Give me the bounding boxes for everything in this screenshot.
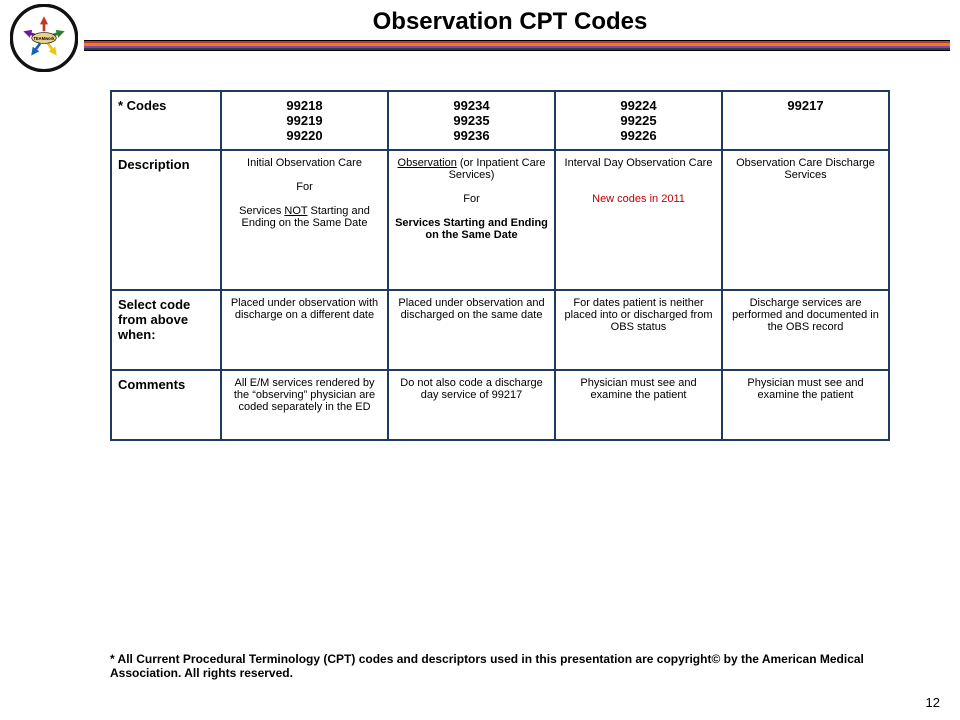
desc-c1-l3a: Services <box>239 205 284 217</box>
comments-col3: Physician must see and examine the patie… <box>555 370 722 440</box>
comments-col2: Do not also code a discharge day service… <box>388 370 555 440</box>
codes-col2: 99234 99235 99236 <box>388 91 555 150</box>
desc-col2: Observation (or Inpatient Care Services)… <box>388 150 555 290</box>
table-row-codes: * Codes 99218 99219 99220 99234 99235 99… <box>111 91 889 150</box>
select-col2: Placed under observation and discharged … <box>388 290 555 370</box>
table-row-select: Select code from above when: Placed unde… <box>111 290 889 370</box>
content-area: * Codes 99218 99219 99220 99234 99235 99… <box>110 90 890 441</box>
desc-c3-new: New codes in 2011 <box>592 193 685 205</box>
row-header-codes: * Codes <box>111 91 221 150</box>
desc-c1-not: NOT <box>284 205 307 217</box>
desc-c1-l2: For <box>296 181 313 193</box>
desc-col4: Observation Care Discharge Services <box>722 150 889 290</box>
desc-c2-u: Observation <box>398 157 457 169</box>
codes-col1: 99218 99219 99220 <box>221 91 388 150</box>
select-col4: Discharge services are performed and doc… <box>722 290 889 370</box>
desc-col1: Initial Observation Care For Services NO… <box>221 150 388 290</box>
row-header-comments: Comments <box>111 370 221 440</box>
page-number: 12 <box>926 695 940 710</box>
conference-logo: TEAMwork <box>10 4 78 72</box>
desc-c2-l2: For <box>463 193 480 205</box>
desc-c1-l1: Initial Observation Care <box>247 157 362 169</box>
header-stripe <box>84 40 950 51</box>
row-header-description: Description <box>111 150 221 290</box>
desc-c3-l1: Interval Day Observation Care <box>565 157 713 169</box>
comments-col4: Physician must see and examine the patie… <box>722 370 889 440</box>
row-header-select: Select code from above when: <box>111 290 221 370</box>
select-col3: For dates patient is neither placed into… <box>555 290 722 370</box>
footnote: * All Current Procedural Terminology (CP… <box>110 652 890 680</box>
codes-col4: 99217 <box>722 91 889 150</box>
comments-col1: All E/M services rendered by the “observ… <box>221 370 388 440</box>
desc-c2-l3: Services Starting and Ending on the Same… <box>395 217 548 241</box>
desc-c2-rest: (or Inpatient Care Services) <box>449 157 546 181</box>
cpt-codes-table: * Codes 99218 99219 99220 99234 99235 99… <box>110 90 890 441</box>
table-row-description: Description Initial Observation Care For… <box>111 150 889 290</box>
desc-col3: Interval Day Observation Care New codes … <box>555 150 722 290</box>
svg-text:TEAMwork: TEAMwork <box>33 36 55 41</box>
codes-col3: 99224 99225 99226 <box>555 91 722 150</box>
select-col1: Placed under observation with discharge … <box>221 290 388 370</box>
slide-title: Observation CPT Codes <box>80 0 940 36</box>
table-row-comments: Comments All E/M services rendered by th… <box>111 370 889 440</box>
